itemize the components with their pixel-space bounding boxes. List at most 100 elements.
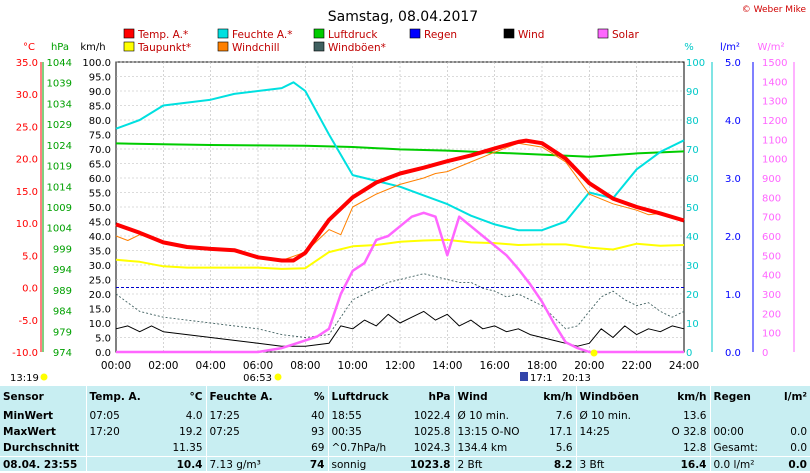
table-cell: Gesamt: bbox=[710, 440, 766, 457]
temp-tick-label: 30.0 bbox=[16, 90, 38, 101]
wind-tick-label: 100.0 bbox=[82, 58, 111, 69]
table-cell: 13:15 O-NO bbox=[454, 424, 532, 440]
wind-tick-label: 50.0 bbox=[89, 203, 111, 214]
wind-tick-label: 90.0 bbox=[89, 87, 111, 98]
legend-swatch bbox=[504, 29, 514, 38]
pressure-tick-label: 1014 bbox=[47, 182, 72, 193]
wind-tick-label: 25.0 bbox=[89, 276, 111, 287]
table-cell bbox=[766, 408, 810, 424]
humidity-tick-label: 90 bbox=[686, 87, 699, 98]
wind-tick-label: 5.0 bbox=[95, 334, 111, 345]
humidity-tick-label: 50 bbox=[686, 203, 699, 214]
solar-tick-label: 300 bbox=[762, 290, 781, 301]
header-wind: Wind bbox=[454, 386, 532, 408]
table-cell: MaxWert bbox=[0, 424, 86, 440]
table-cell: ^0.7hPa/h bbox=[328, 440, 398, 457]
legend-swatch bbox=[410, 29, 420, 38]
table-cell: 0.0 bbox=[766, 424, 810, 440]
temp-tick-label: 5.0 bbox=[22, 251, 38, 262]
wind-tick-label: 45.0 bbox=[89, 218, 111, 229]
table-cell bbox=[710, 408, 766, 424]
table-cell: 69 bbox=[280, 440, 328, 457]
legend-label: Windböen* bbox=[328, 42, 386, 54]
x-tick-label: 20:00 bbox=[574, 360, 604, 372]
header-pressure: Luftdruck bbox=[328, 386, 398, 408]
solar-tick-label: 800 bbox=[762, 193, 781, 204]
sun-icon bbox=[41, 374, 48, 381]
table-cell: Durchschnitt bbox=[0, 440, 86, 457]
table-cell: 18:55 bbox=[328, 408, 398, 424]
legend-swatch bbox=[314, 29, 324, 38]
x-tick-label: 18:00 bbox=[527, 360, 557, 372]
table-cell: 00:00 bbox=[710, 424, 766, 440]
table-cell: 19.2 bbox=[152, 424, 206, 440]
wind-axis-unit: km/h bbox=[80, 42, 105, 53]
table-cell: 13.6 bbox=[654, 408, 710, 424]
table-cell: 93 bbox=[280, 424, 328, 440]
table-cell: 07:25 bbox=[206, 424, 280, 440]
humidity-tick-label: 10 bbox=[686, 319, 699, 330]
temp-tick-label: -5.0 bbox=[18, 316, 38, 327]
table-cell: 07:05 bbox=[86, 408, 152, 424]
pressure-tick-label: 1029 bbox=[47, 120, 72, 131]
table-cell: 00:35 bbox=[328, 424, 398, 440]
sunrise-time: 06:53 bbox=[243, 373, 272, 384]
wind-tick-label: 65.0 bbox=[89, 160, 111, 171]
rain-tick-label: 5.0 bbox=[725, 58, 741, 69]
humidity-tick-label: 100 bbox=[686, 58, 705, 69]
wind-tick-label: 85.0 bbox=[89, 102, 111, 113]
x-tick-label: 08:00 bbox=[290, 360, 320, 372]
x-tick-label: 02:00 bbox=[148, 360, 178, 372]
chart-title: Samstag, 08.04.2017 bbox=[328, 9, 478, 25]
table-cell: 5.6 bbox=[532, 440, 576, 457]
table-cell: 17.1 bbox=[532, 424, 576, 440]
solar-tick-label: 1500 bbox=[762, 58, 787, 69]
pressure-tick-label: 999 bbox=[53, 244, 72, 255]
temp-tick-label: 15.0 bbox=[16, 187, 38, 198]
sunrise-icon bbox=[275, 374, 282, 381]
copyright: © Weber Mike bbox=[742, 5, 807, 15]
table-cell: 0.0 bbox=[766, 440, 810, 457]
x-tick-label: 16:00 bbox=[480, 360, 510, 372]
legend-swatch bbox=[218, 29, 228, 38]
table-cell: 1022.4 bbox=[398, 408, 454, 424]
humidity-tick-label: 30 bbox=[686, 261, 699, 272]
pressure-axis-unit: hPa bbox=[51, 42, 69, 53]
moon-icon bbox=[520, 372, 528, 381]
wind-tick-label: 95.0 bbox=[89, 73, 111, 84]
rain-tick-label: 3.0 bbox=[725, 174, 741, 185]
table-cell: 1024.3 bbox=[398, 440, 454, 457]
x-tick-label: 14:00 bbox=[432, 360, 462, 372]
pressure-tick-label: 994 bbox=[53, 265, 72, 276]
rain-tick-label: 0.0 bbox=[725, 348, 741, 359]
x-tick-label: 22:00 bbox=[622, 360, 652, 372]
rain-tick-label: 1.0 bbox=[725, 290, 741, 301]
legend-label: Feuchte A.* bbox=[232, 29, 293, 41]
legend-label: Luftdruck bbox=[328, 29, 378, 41]
temp-axis-unit: °C bbox=[23, 42, 35, 53]
table-cell: 4.0 bbox=[152, 408, 206, 424]
humidity-tick-label: 80 bbox=[686, 116, 699, 127]
x-tick-label: 10:00 bbox=[338, 360, 368, 372]
table-cell: Ø 10 min. bbox=[454, 408, 532, 424]
solar-tick-label: 100 bbox=[762, 329, 781, 340]
temp-tick-label: -10.0 bbox=[12, 348, 38, 359]
legend-swatch bbox=[598, 29, 608, 38]
humidity-tick-label: 40 bbox=[686, 232, 699, 243]
solar-tick-label: 1400 bbox=[762, 77, 787, 88]
humidity-axis-unit: % bbox=[684, 42, 694, 53]
wind-tick-label: 10.0 bbox=[89, 319, 111, 330]
solar-tick-label: 1300 bbox=[762, 97, 787, 108]
header-humidity: Feuchte A. bbox=[206, 386, 280, 408]
rain-tick-label: 4.0 bbox=[725, 116, 741, 127]
moonrise-time: 17:1 bbox=[530, 373, 552, 384]
temp-tick-label: 10.0 bbox=[16, 219, 38, 230]
solar-tick-label: 900 bbox=[762, 174, 781, 185]
humidity-tick-label: 0 bbox=[686, 348, 692, 359]
header-rain-unit: l/m² bbox=[766, 386, 810, 408]
pressure-tick-label: 1009 bbox=[47, 203, 72, 214]
table-cell: O 32.8 bbox=[654, 424, 710, 440]
wind-tick-label: 80.0 bbox=[89, 116, 111, 127]
solar-tick-label: 1100 bbox=[762, 135, 787, 146]
